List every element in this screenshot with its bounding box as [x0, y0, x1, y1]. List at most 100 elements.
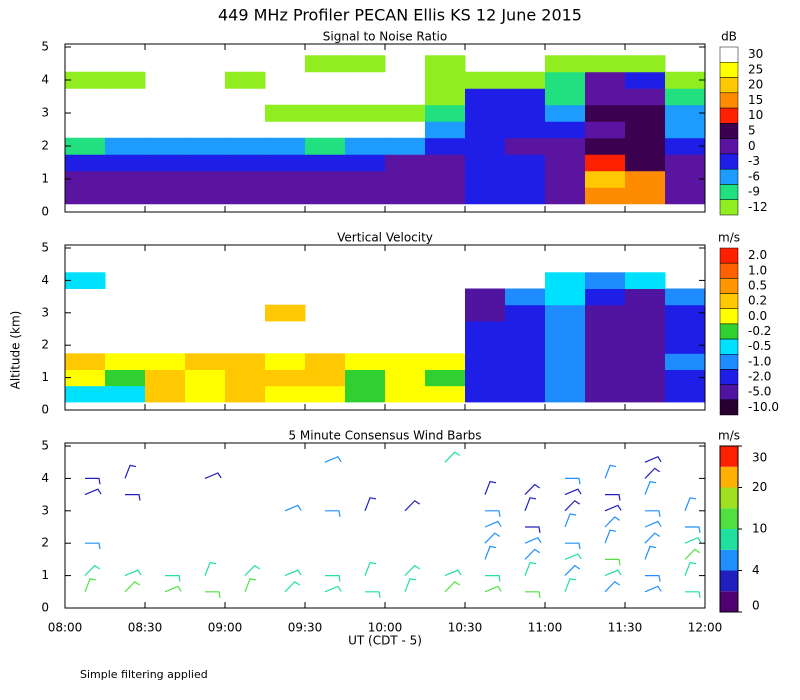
heat-cell [265, 385, 306, 403]
heat-cell [625, 337, 666, 354]
heat-cell [465, 320, 506, 338]
heat-cell [185, 170, 226, 188]
heat-cell [305, 154, 346, 172]
wind-barb [604, 569, 622, 577]
wind-barb [124, 580, 141, 593]
heat-cell [625, 187, 666, 205]
colorbar-band [719, 46, 739, 63]
wind-barb [524, 536, 542, 544]
heat-cell [665, 71, 706, 89]
heat-cell [625, 154, 666, 172]
figure-title: 449 MHz Profiler PECAN Ellis KS 12 June … [218, 6, 582, 25]
heat-cell [545, 187, 586, 205]
heat-cell [385, 385, 426, 403]
heat-cell [505, 71, 546, 89]
y-tick-label: 3 [41, 305, 49, 319]
heat-cell [505, 121, 546, 139]
colorbar-band [719, 62, 739, 78]
heat-cell [625, 55, 666, 73]
heat-cell [225, 369, 266, 387]
heat-cell [665, 187, 706, 205]
heat-cell [545, 71, 586, 89]
y-tick-label: 0 [41, 205, 49, 219]
y-tick-label: 0 [41, 601, 49, 615]
heat-cell [305, 55, 346, 73]
heat-cell [465, 369, 506, 387]
heat-cell [425, 369, 466, 387]
heat-cell [425, 154, 466, 172]
colorbar-band [719, 354, 739, 370]
y-tick-label: 5 [41, 241, 49, 255]
heat-cell [305, 137, 346, 155]
colorbar-label: 30 [752, 451, 767, 465]
heat-cell [625, 137, 666, 155]
wind-barb [484, 532, 501, 544]
heat-cell [65, 187, 106, 205]
heat-cell [185, 137, 226, 155]
heat-cell [505, 320, 546, 338]
panel-title: 5 Minute Consensus Wind Barbs [288, 429, 481, 443]
y-tick-label: 1 [41, 172, 49, 186]
heat-cell [545, 288, 586, 306]
wind-barb [84, 488, 102, 496]
heat-cell [105, 353, 146, 370]
wind-barb [484, 585, 502, 593]
heat-cell [465, 71, 506, 89]
colorbar-band [719, 308, 739, 325]
heat-cell [585, 272, 626, 289]
colorbar-label: 10 [752, 522, 767, 536]
heat-cell [385, 154, 426, 172]
heat-cell [265, 187, 306, 205]
y-tick-label: 1 [41, 568, 49, 582]
heat-cell [665, 353, 706, 370]
heat-cell [425, 88, 466, 106]
colorbar-band [720, 446, 738, 467]
wind-barb [444, 580, 461, 593]
heat-cell [505, 304, 546, 322]
colorbar-band [719, 77, 739, 94]
heat-cell [585, 104, 626, 122]
heat-cell [225, 137, 266, 155]
heat-cell [665, 304, 706, 322]
heat-cell [585, 55, 626, 73]
heat-cell [145, 369, 186, 387]
x-tick-label: 08:30 [128, 621, 163, 635]
heat-cell [425, 385, 466, 403]
wind-barb [684, 561, 697, 576]
wind-barb [324, 455, 342, 463]
wind-barb [524, 483, 541, 496]
colorbar-label: 0.0 [748, 309, 767, 323]
wind-barb [85, 477, 101, 485]
wind-barb [204, 472, 222, 479]
heat-cell [385, 104, 426, 122]
wind-barb [204, 561, 217, 576]
wind-barb [85, 542, 101, 550]
y-tick-label: 5 [41, 40, 49, 54]
heat-cell [545, 170, 586, 188]
heat-cell [385, 353, 426, 370]
heat-cell [225, 187, 266, 205]
wind-barb [684, 548, 701, 560]
wind-barb [564, 488, 582, 496]
heat-cell [465, 137, 506, 155]
heat-cell [465, 154, 506, 172]
y-tick-label: 1 [41, 370, 49, 384]
x-axis-label: UT (CDT - 5) [348, 634, 422, 648]
heat-cell [585, 288, 626, 306]
colorbar-band [719, 153, 739, 170]
colorbar-band [719, 123, 739, 139]
x-tick-label: 10:00 [368, 621, 403, 635]
wind-barb [404, 499, 421, 512]
heat-cell [585, 71, 626, 89]
heat-cell [145, 137, 186, 155]
heat-cell [385, 369, 426, 387]
heat-cell [105, 187, 146, 205]
heat-cell [65, 170, 106, 188]
heat-cell [585, 121, 626, 139]
colorbar-label: 30 [748, 47, 763, 61]
heat-cell [545, 337, 586, 354]
heat-cell [665, 337, 706, 354]
wind-barb [124, 464, 137, 479]
colorbar-label: 0.2 [748, 294, 767, 308]
